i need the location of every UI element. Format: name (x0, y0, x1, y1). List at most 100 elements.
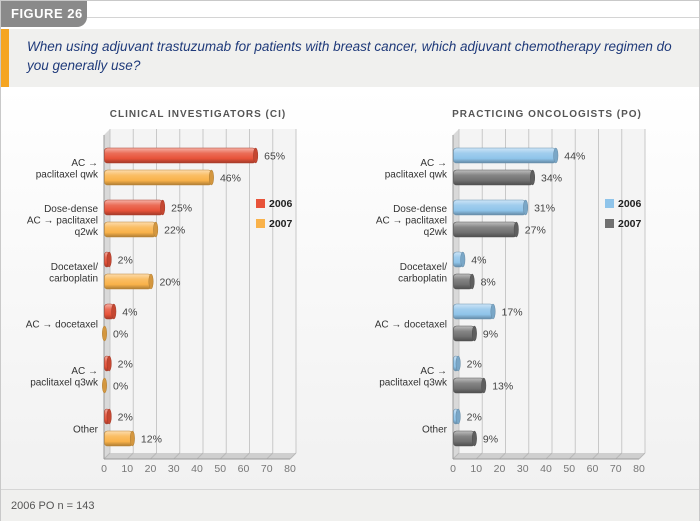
bar-cap (106, 408, 112, 425)
bar-cap (153, 221, 159, 238)
question-band: When using adjuvant trastuzumab for pati… (1, 29, 699, 87)
category-label: Other (422, 425, 448, 436)
legend-label: 2006 (269, 198, 293, 210)
legend-swatch (605, 199, 614, 208)
chart-title: CLINICAL INVESTIGATORS (CI) (110, 109, 286, 120)
bar-cap (471, 325, 477, 342)
legend-swatch (256, 199, 265, 208)
category-label: Docetaxel/ (51, 262, 98, 273)
legend-label: 2007 (269, 218, 293, 230)
gridline-floor (638, 452, 646, 460)
question-text: When using adjuvant trastuzumab for pati… (27, 39, 672, 73)
bar-cap (129, 430, 135, 447)
chart-title: PRACTICING ONCOLOGISTS (PO) (452, 109, 642, 120)
bar-cap (471, 430, 477, 447)
bar-2007 (453, 273, 473, 290)
x-tick-label: 20 (494, 463, 506, 475)
gridline-floor (173, 452, 181, 460)
category-label: paclitaxel q3wk (30, 377, 99, 388)
x-tick-label: 80 (284, 463, 296, 475)
category-label: Dose-dense (393, 204, 447, 215)
data-label: 0% (113, 380, 128, 392)
category-label: AC → paclitaxel (376, 216, 447, 227)
x-tick-label: 60 (587, 463, 599, 475)
data-label: 31% (534, 202, 555, 214)
footnote: 2006 PO n = 143 (11, 500, 95, 512)
x-tick-label: 80 (633, 463, 645, 475)
data-label: 20% (160, 276, 181, 288)
bar-2007 (453, 325, 475, 342)
gridline-floor (196, 452, 204, 460)
category-label: carboplatin (398, 273, 447, 284)
bar-cap (481, 377, 487, 394)
bar-2006 (453, 303, 494, 320)
data-label: 9% (483, 433, 498, 445)
data-label: 25% (171, 202, 192, 214)
category-label: Dose-dense (44, 204, 98, 215)
x-tick-label: 60 (238, 463, 250, 475)
data-label: 46% (220, 172, 241, 184)
bar-cap (455, 355, 461, 372)
data-label: 8% (481, 276, 496, 288)
gridline-floor (545, 452, 553, 460)
x-tick-label: 70 (261, 463, 273, 475)
gridline-floor (266, 452, 274, 460)
data-label: 22% (164, 224, 185, 236)
bar-cap (102, 377, 107, 394)
category-label: AC → (420, 158, 447, 169)
data-label: 65% (264, 150, 285, 162)
bar-cap (490, 303, 496, 320)
data-label: 4% (122, 306, 137, 318)
category-label: carboplatin (49, 273, 98, 284)
chart-practicing-oncologists: PRACTICING ONCOLOGISTS (PO) 0 10 20 30 40 50 60… (375, 109, 646, 475)
footer: 2006 PO n = 143 (1, 489, 699, 521)
data-label: 27% (525, 224, 546, 236)
bar-cap (253, 147, 259, 164)
category-label: paclitaxel qwk (385, 169, 448, 180)
bar-cap (460, 251, 466, 268)
category-label: AC → paclitaxel (27, 216, 98, 227)
gridline-floor (289, 452, 297, 460)
bar-2007 (453, 377, 485, 394)
data-label: 0% (113, 328, 128, 340)
x-tick-label: 30 (517, 463, 529, 475)
data-label: 44% (564, 150, 585, 162)
bar-cap (530, 169, 535, 186)
charts-svg: CLINICAL INVESTIGATORS (CI) 0 10 20 30 40 50 60… (26, 109, 646, 475)
category-label: Docetaxel/ (400, 262, 447, 273)
bar-2006 (453, 199, 526, 216)
bar-2007 (104, 221, 156, 238)
data-label: 13% (492, 380, 513, 392)
category-label: paclitaxel q3wk (379, 377, 448, 388)
chart-clinical-investigators: CLINICAL INVESTIGATORS (CI) 0 10 20 30 40 50 60… (26, 109, 297, 475)
category-label: paclitaxel qwk (36, 169, 99, 180)
bar-2006 (104, 199, 163, 216)
data-label: 4% (471, 254, 486, 266)
figure-label: FIGURE 26 (1, 1, 87, 27)
bar-2006 (104, 147, 256, 164)
bar-cap (209, 169, 214, 186)
category-label: AC → docetaxel (26, 320, 98, 331)
x-tick-label: 40 (191, 463, 203, 475)
data-label: 9% (483, 328, 498, 340)
legend-swatch (605, 219, 614, 228)
gridline-floor (568, 452, 576, 460)
bar-2006 (453, 147, 557, 164)
data-label: 2% (118, 411, 133, 423)
category-label: q2wk (424, 227, 448, 238)
x-tick-label: 50 (563, 463, 575, 475)
data-label: 2% (467, 358, 482, 370)
bar-cap (102, 325, 107, 342)
data-label: 17% (502, 306, 523, 318)
category-label: AC → (71, 158, 98, 169)
x-tick-label: 0 (101, 463, 107, 475)
gridline-floor (126, 452, 134, 460)
bar-2007 (104, 273, 152, 290)
data-label: 2% (467, 411, 482, 423)
gridline-floor (592, 452, 599, 460)
bar-cap (106, 251, 112, 268)
x-tick-label: 70 (610, 463, 622, 475)
gridline-floor (452, 452, 460, 460)
legend-label: 2007 (618, 218, 642, 230)
